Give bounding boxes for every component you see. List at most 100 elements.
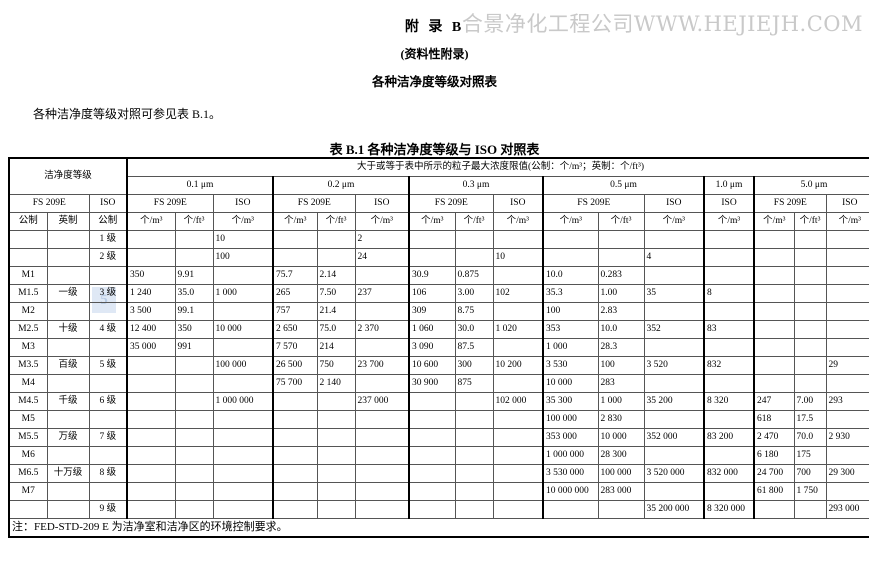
cell [8, 500, 48, 519]
cell [88, 338, 128, 357]
cell [88, 302, 128, 321]
cell [793, 248, 827, 267]
table-row: M6 1 000 000 28 300 6 180 175 [8, 446, 869, 465]
cell: 8 320 000 [703, 500, 755, 519]
cell [212, 428, 274, 447]
cell [272, 248, 318, 267]
cell [643, 266, 705, 285]
cell: 9.91 [174, 266, 214, 285]
cell [408, 410, 456, 429]
cell [703, 338, 755, 357]
cell: 4 [643, 248, 705, 267]
cell: 832 [703, 356, 755, 375]
header-class-group: 洁净度等级 [8, 157, 128, 195]
cell: M3 [8, 338, 48, 357]
cell [793, 356, 827, 375]
table-row: M1 350 9.91 75.7 2.14 30.9 0.875 10.0 0.283 [8, 266, 869, 285]
cell: 2.14 [316, 266, 356, 285]
cell: 83 [703, 320, 755, 339]
cell [212, 302, 274, 321]
cell: 237 [354, 284, 410, 303]
cell: 1 000 [212, 284, 274, 303]
cell [8, 248, 48, 267]
header-size-4: 1.0 μm [703, 176, 755, 195]
cell [354, 410, 410, 429]
header-unit-0: 个/m³ [126, 212, 176, 231]
cell [825, 446, 869, 465]
table-row: 9 级 35 200 000 8 320 000 293 000 [8, 500, 869, 519]
cell [126, 248, 176, 267]
cell: 991 [174, 338, 214, 357]
header-std-7: ISO [643, 194, 705, 213]
cell [793, 302, 827, 321]
header-unit-6: 个/m³ [408, 212, 456, 231]
cell [174, 446, 214, 465]
cell: 0.283 [597, 266, 645, 285]
table-row: M4 75 700 2 140 30 900 875 10 000 283 [8, 374, 869, 393]
cell [272, 500, 318, 519]
cell: 3 520 [643, 356, 705, 375]
cell [492, 374, 544, 393]
cell [174, 392, 214, 411]
header-row-units: 公制 英制 公制 个/m³ 个/ft³ 个/m³ 个/m³ 个/ft³ 个/m³… [8, 212, 869, 231]
cell: 1 000 [597, 392, 645, 411]
cell: 35 300 [542, 392, 599, 411]
cell [46, 482, 90, 501]
cell: 35 000 [126, 338, 176, 357]
header-size-5: 5.0 μm [753, 176, 869, 195]
cell [408, 392, 456, 411]
cell: 214 [316, 338, 356, 357]
cell: 3 090 [408, 338, 456, 357]
cell [408, 482, 456, 501]
cell [492, 302, 544, 321]
table-row: 1 级 10 2 [8, 230, 869, 249]
cell: 1 240 [126, 284, 176, 303]
cell: 100 000 [212, 356, 274, 375]
cell: 8.75 [454, 302, 494, 321]
cell [753, 266, 795, 285]
cell [408, 446, 456, 465]
cell: 7.00 [793, 392, 827, 411]
cell: 1.00 [597, 284, 645, 303]
header-unit-7: 个/ft³ [454, 212, 494, 231]
cell: M6 [8, 446, 48, 465]
cell [408, 248, 456, 267]
header-unit-14: 个/ft³ [793, 212, 827, 231]
cell: 700 [793, 464, 827, 483]
cell [174, 230, 214, 249]
header-std-5: ISO [492, 194, 544, 213]
cell [703, 248, 755, 267]
cell: 29 300 [825, 464, 869, 483]
cell [46, 302, 90, 321]
cell [492, 266, 544, 285]
cell [46, 248, 90, 267]
header-std-2: FS 209E [272, 194, 356, 213]
cell: 3 级 [88, 284, 128, 303]
header-unit-2: 个/m³ [212, 212, 274, 231]
header-limits-title: 大于或等于表中所示的粒子最大浓度限值(公制：个/m³；英制：个/ft³) [126, 157, 869, 177]
cell [793, 266, 827, 285]
cell [825, 230, 869, 249]
cell [753, 248, 795, 267]
title-block: 附 录 B (资料性附录) 各种洁净度等级对照表 [0, 0, 869, 90]
cell: 293 000 [825, 500, 869, 519]
cell: 7 级 [88, 428, 128, 447]
cell: 10.0 [597, 320, 645, 339]
cell [793, 338, 827, 357]
cell: 75.7 [272, 266, 318, 285]
cell: 2 级 [88, 248, 128, 267]
cell: 175 [793, 446, 827, 465]
header-std-11: FS 209E [753, 194, 827, 213]
cell [492, 230, 544, 249]
cell [753, 230, 795, 249]
header-size-0: 0.1 μm [126, 176, 274, 195]
cell [272, 464, 318, 483]
cell [88, 266, 128, 285]
cell [825, 374, 869, 393]
cell: 十万级 [46, 464, 90, 483]
cell [753, 374, 795, 393]
cell: 1 级 [88, 230, 128, 249]
cell [316, 500, 356, 519]
cell [88, 410, 128, 429]
cell: 7 570 [272, 338, 318, 357]
